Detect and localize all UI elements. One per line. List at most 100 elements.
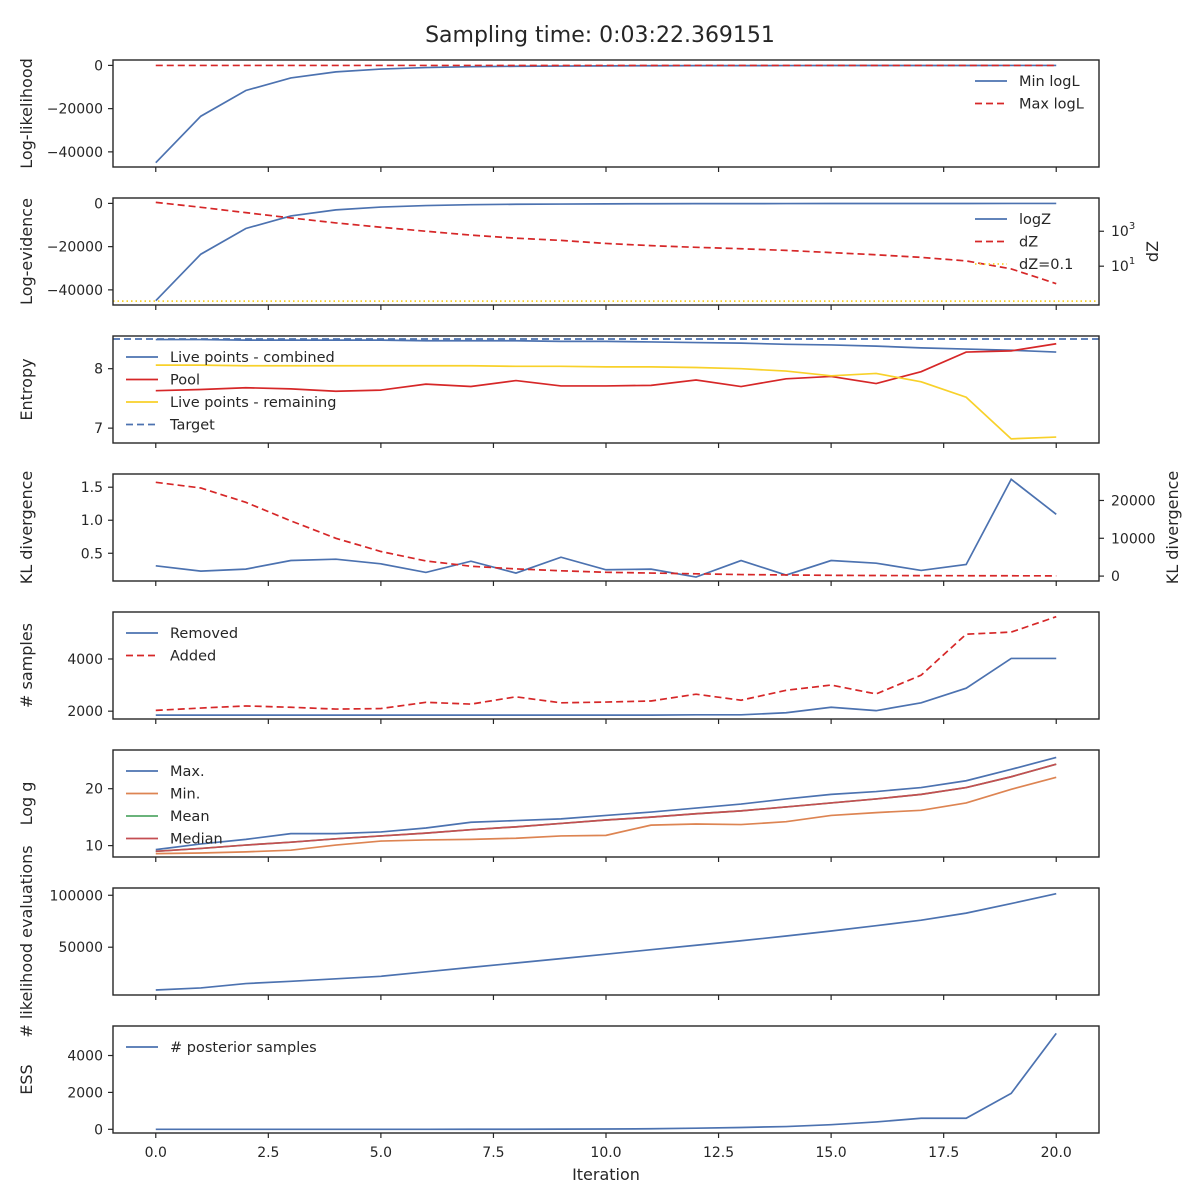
panel-5: 2000 4000 # samples Removed Added (17, 611, 1100, 724)
y-tick-label: 1.0 (81, 513, 103, 529)
legend-label: Max. (170, 764, 205, 780)
series-mean-line (155, 763, 1057, 853)
panel-6: 10 20 Log g Max. Min. Mean Median (17, 749, 1100, 862)
series-group (113, 338, 1099, 440)
y-tick-label: 50000 (58, 940, 103, 956)
series-median-line (155, 763, 1057, 853)
y-tick-label: −40000 (47, 283, 103, 299)
series-dz-line (155, 201, 1057, 285)
y-tick-label: 4000 (67, 652, 103, 668)
x-tick-label: 10.0 (590, 1145, 621, 1161)
x-tick-label: 2.5 (257, 1145, 279, 1161)
series-live-points-remaining-line (155, 364, 1057, 440)
legend-label: Live points - combined (170, 350, 335, 366)
legend-label: dZ=0.1 (1019, 257, 1073, 273)
right-y-axis-label: KL divergence (1163, 471, 1182, 584)
series-group (155, 892, 1057, 991)
series-pool-line (155, 342, 1057, 393)
legend-label: Live points - remaining (170, 395, 336, 411)
y-axis-label: KL divergence (17, 471, 36, 584)
y-tick-label: −40000 (47, 145, 103, 161)
y-tick-label: 7 (94, 421, 103, 437)
legend-label: dZ (1019, 235, 1038, 251)
legend-label: Pool (170, 373, 200, 389)
series-group (155, 615, 1057, 716)
y-tick-label: 10 (85, 839, 103, 855)
right-y-tick-label: 10000 (1111, 531, 1156, 547)
panel-3: 7 8 Entropy Live points - combined Pool Live … (17, 335, 1100, 448)
series-posterior-samples-line (155, 1032, 1057, 1131)
legend-label: # posterior samples (170, 1040, 317, 1056)
x-tick-label: 7.5 (482, 1145, 504, 1161)
y-tick-label: 0 (94, 196, 103, 212)
legend-label: Mean (170, 809, 210, 825)
right-y-axis-label: dZ (1143, 241, 1162, 262)
panel-frame (112, 59, 1100, 168)
right-y-tick-label: 20000 (1111, 493, 1156, 509)
y-tick-label: 2000 (67, 1085, 103, 1101)
panel-frame (112, 887, 1100, 996)
legend-label: Target (169, 418, 215, 434)
y-axis-label: Entropy (17, 358, 36, 420)
y-axis-label: # likelihood evaluations (17, 845, 36, 1037)
x-tick-label: 0.0 (145, 1145, 167, 1161)
series-removed-line (155, 657, 1057, 716)
legend-label: Removed (170, 626, 238, 642)
panel-frame (112, 335, 1100, 444)
legend-label: Max logL (1019, 97, 1084, 113)
panel-1: 0 −20000 −40000 Log-likelihood Min logL Max l… (17, 58, 1100, 172)
series-min-logl-line (155, 64, 1057, 164)
legend-label: logZ (1019, 212, 1051, 228)
series-min-line (155, 776, 1057, 855)
panel-2: 0 −20000 −40000 101 103 Log-evidence dZ logZ dZ d… (17, 196, 1162, 310)
y-tick-label: −20000 (47, 102, 103, 118)
y-tick-label: 0.5 (81, 546, 103, 562)
y-tick-label: 8 (94, 362, 103, 378)
x-tick-label: 20.0 (1041, 1145, 1072, 1161)
y-tick-label: 0 (94, 1122, 103, 1138)
y-tick-label: 100000 (50, 888, 103, 904)
legend-label: Median (170, 832, 223, 848)
y-axis-label: # samples (17, 623, 36, 708)
panel-frame (112, 1025, 1100, 1134)
series-group (113, 201, 1099, 302)
right-y-tick-label: 103 (1111, 221, 1135, 240)
y-axis-label: Log-likelihood (17, 58, 36, 169)
y-axis-label: Log g (17, 782, 36, 826)
panel-frame (112, 749, 1100, 858)
series-group (155, 477, 1057, 578)
y-tick-label: −20000 (47, 240, 103, 256)
panel-4: 0.5 1.0 1.5 0 10000 20000 KL divergence KL dive… (17, 471, 1182, 586)
figure-title: Sampling time: 0:03:22.369151 (425, 23, 775, 48)
x-tick-label: 12.5 (703, 1145, 734, 1161)
right-y-tick-label: 0 (1111, 569, 1120, 585)
series-group (155, 1032, 1057, 1131)
panel-frame (112, 611, 1100, 720)
y-axis-label: ESS (17, 1064, 36, 1094)
series-1-line (155, 892, 1057, 991)
x-tick-label: 17.5 (928, 1145, 959, 1161)
y-tick-label: 1.5 (81, 480, 103, 496)
panel-frame (112, 473, 1100, 582)
series-logz-line (155, 202, 1057, 302)
panel-8: 0 2000 4000 0.0 2.5 5.0 7.5 10.0 12.5 15.0 17.5 20.… (17, 1025, 1100, 1184)
series-group (155, 756, 1057, 855)
series-group (155, 64, 1057, 164)
legend-label: Min logL (1019, 74, 1080, 90)
series-1-line (155, 477, 1057, 578)
y-tick-label: 20 (85, 782, 103, 798)
series-added-line (155, 615, 1057, 712)
series-max-line (155, 756, 1057, 851)
series-live-points-combined-line (155, 338, 1057, 353)
y-tick-label: 4000 (67, 1049, 103, 1065)
x-tick-label: 5.0 (370, 1145, 392, 1161)
panel-7: 50000 100000 # likelihood evaluations (17, 845, 1100, 1038)
right-y-tick-label: 101 (1111, 256, 1135, 275)
series-2-line (155, 481, 1057, 577)
y-tick-label: 0 (94, 58, 103, 74)
panel-frame (112, 197, 1100, 306)
x-axis-label: Iteration (572, 1165, 640, 1184)
y-tick-label: 2000 (67, 704, 103, 720)
x-tick-label: 15.0 (816, 1145, 847, 1161)
